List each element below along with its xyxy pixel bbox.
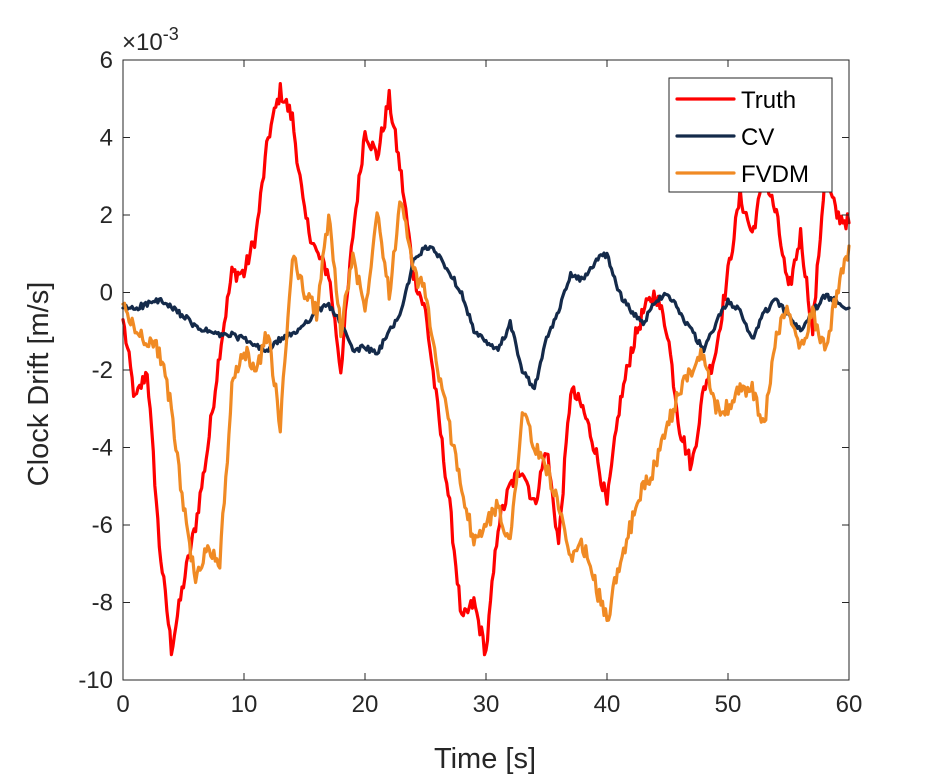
y-exponent-base: ×10 <box>122 29 163 56</box>
x-tick-label: 10 <box>231 691 258 718</box>
y-tick-label: 4 <box>100 125 113 152</box>
x-tick-label: 30 <box>473 691 500 718</box>
legend-label-cv: CV <box>741 124 774 151</box>
y-tick-label: -10 <box>78 667 113 694</box>
x-tick-label: 0 <box>116 691 129 718</box>
y-tick-label: -4 <box>92 435 113 462</box>
y-tick-label: 6 <box>100 47 113 74</box>
x-tick-label: 40 <box>594 691 621 718</box>
x-tick-label: 60 <box>836 691 863 718</box>
y-tick-label: -2 <box>92 357 113 384</box>
series-line-truth <box>121 82 851 657</box>
y-exponent-power: -3 <box>163 24 179 44</box>
series-line-cv <box>121 244 851 391</box>
x-axis-title: Time [s] <box>434 743 536 775</box>
x-tick-label: 20 <box>352 691 379 718</box>
y-tick-label: -6 <box>92 512 113 539</box>
y-axis-exponent: ×10-3 <box>122 24 179 56</box>
legend-label-truth: Truth <box>741 87 796 114</box>
x-tick-label: 50 <box>715 691 742 718</box>
y-tick-label: -8 <box>92 590 113 617</box>
series-line-fvdm <box>121 200 851 622</box>
legend-label-fvdm: FVDM <box>741 161 809 188</box>
y-tick-label: 0 <box>100 280 113 307</box>
y-axis-title: Clock Drift [m/s] <box>23 282 55 487</box>
y-tick-label: 2 <box>100 202 113 229</box>
